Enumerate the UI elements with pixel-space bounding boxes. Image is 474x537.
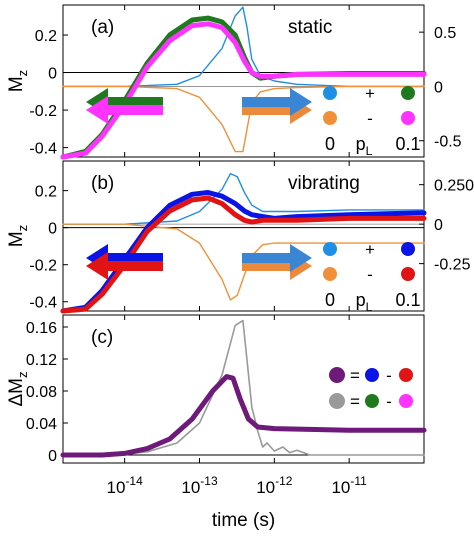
arrow-right-blue-b bbox=[242, 244, 312, 272]
panel-b-y2tick-label: 0 bbox=[434, 217, 443, 234]
panel-c-ylabel: ΔMz bbox=[6, 371, 30, 406]
panel-c-ytick-label: 0.12 bbox=[26, 352, 57, 369]
panel-b-ylabel: Mz bbox=[6, 225, 30, 247]
panel-b-ylabel-main: M bbox=[6, 231, 27, 247]
legend-c-eq-1: = bbox=[350, 366, 360, 385]
arrow-left-bottom-b bbox=[86, 252, 163, 280]
panel-b-label: (b) bbox=[91, 173, 114, 194]
panel-b-ytick-label: 0.2 bbox=[35, 184, 57, 201]
legend-b-minus: - bbox=[367, 265, 373, 284]
series-b-red_thick bbox=[60, 195, 427, 314]
panel-a-ytick-label: 0.2 bbox=[35, 28, 57, 45]
x-tick-exp: -13 bbox=[200, 474, 218, 488]
legend-a-minus: - bbox=[367, 109, 373, 128]
legend-b-dot-orange bbox=[323, 267, 337, 281]
panel-c-frame bbox=[62, 314, 425, 464]
panel-a-title: static bbox=[288, 17, 332, 38]
panel-b-ylabel-sub: z bbox=[15, 225, 30, 232]
legend-c-dot-purple bbox=[329, 367, 345, 383]
legend-a-pl-main: p bbox=[356, 134, 366, 154]
legend-b-dot-blue bbox=[323, 242, 337, 256]
legend-a-dot-orange bbox=[323, 111, 337, 125]
panel-b-ytick-label: -0.2 bbox=[29, 258, 57, 275]
arrow-left-bottom-a bbox=[86, 96, 163, 124]
legend-a-zero: 0 bbox=[325, 134, 335, 154]
legend-a-pl: pL bbox=[356, 134, 373, 158]
panel-c-ytick-label: 0 bbox=[48, 448, 57, 465]
panel-a-y2tick-label: 0 bbox=[434, 79, 443, 96]
legend-a-dot-blue bbox=[323, 86, 337, 100]
panel-c-label: (c) bbox=[91, 327, 113, 348]
panel-b-title: vibrating bbox=[288, 173, 360, 194]
legend-b-pt1: 0.1 bbox=[395, 290, 420, 310]
panel-b-ytick-label: -0.4 bbox=[29, 295, 57, 312]
x-tick-exp: -11 bbox=[350, 474, 367, 488]
panel-b-ytick-label: 0 bbox=[48, 221, 57, 238]
panel-a-label: (a) bbox=[91, 17, 114, 38]
panel-a-y2tick-label: -0.5 bbox=[434, 134, 462, 151]
legend-a-dot-top-right bbox=[401, 86, 415, 100]
panel-c-ytick-label: 0.08 bbox=[26, 384, 57, 401]
legend-c-minus-1: - bbox=[386, 366, 392, 385]
x-tick-base: 10 bbox=[331, 478, 350, 497]
panel-a-ylabel: Mz bbox=[6, 70, 30, 92]
x-tick-base: 10 bbox=[181, 478, 200, 497]
legend-c-minus-2: - bbox=[386, 392, 392, 411]
x-axis-label: time (s) bbox=[212, 510, 275, 531]
legend-b-zero: 0 bbox=[325, 290, 335, 310]
panel-c-ytick-label: 0.16 bbox=[26, 320, 57, 337]
panel-b-y2tick-label: 0.250 bbox=[434, 178, 474, 195]
x-tick-base: 10 bbox=[107, 478, 126, 497]
legend-a-plus: + bbox=[365, 84, 375, 103]
x-tick-label: 10-11 bbox=[331, 474, 367, 497]
x-tick-label: 10-13 bbox=[181, 474, 218, 497]
x-tick-exp: -14 bbox=[125, 474, 143, 488]
legend-b-dot-top-right bbox=[401, 242, 415, 256]
x-tick-base: 10 bbox=[256, 478, 275, 497]
series-c-purple bbox=[60, 374, 427, 458]
panel-a-frame bbox=[62, 4, 425, 158]
panel-a-y2tick-label: 0.5 bbox=[434, 25, 456, 42]
panel-b-frame bbox=[62, 160, 425, 312]
series-a-magenta bbox=[60, 21, 427, 160]
legend-b-dot-bottom-right bbox=[401, 267, 415, 281]
arrow-right-blue-a bbox=[242, 88, 312, 116]
series-c-gray bbox=[62, 319, 425, 456]
series-b-blue_thin bbox=[62, 172, 425, 225]
x-tick-label: 10-14 bbox=[107, 474, 144, 497]
legend-b-pl-sub: L bbox=[366, 300, 373, 314]
panel-a-ylabel-main: M bbox=[6, 76, 27, 92]
panel-c-ylabel-main: ΔM bbox=[6, 378, 27, 407]
legend-a-dot-bottom-right bbox=[401, 111, 415, 125]
legend-b-pl: pL bbox=[356, 290, 373, 314]
legend-b-pl-main: p bbox=[356, 290, 366, 310]
panel-c-ylabel-sub: z bbox=[15, 371, 30, 378]
legend-b-plus: + bbox=[365, 240, 375, 259]
legend-c-dot-blue bbox=[365, 368, 379, 382]
legend-c-dot-green bbox=[365, 394, 379, 408]
panel-a-ylabel-sub: z bbox=[15, 70, 30, 77]
series-a-orange_thin bbox=[62, 85, 425, 153]
series-b-orange_thin bbox=[62, 223, 425, 301]
panel-b-y2tick-label: -0.25 bbox=[434, 257, 471, 274]
legend-a-pl-sub: L bbox=[366, 144, 373, 158]
x-tick-exp: -12 bbox=[275, 474, 293, 488]
panel-a-ytick-label: -0.2 bbox=[29, 103, 57, 120]
legend-c-dot-gray bbox=[329, 393, 345, 409]
series-a-blue_thin bbox=[62, 6, 425, 88]
panel-a-ytick-label: -0.4 bbox=[29, 141, 57, 158]
legend-c-eq-2: = bbox=[350, 392, 360, 411]
panel-a-ytick-label: 0 bbox=[48, 66, 57, 83]
x-tick-label: 10-12 bbox=[256, 474, 293, 497]
legend-c-dot-red bbox=[399, 368, 413, 382]
panel-c-ytick-label: 0.04 bbox=[26, 416, 57, 433]
legend-a-pt1: 0.1 bbox=[395, 134, 420, 154]
legend-c-dot-magenta bbox=[399, 394, 413, 408]
